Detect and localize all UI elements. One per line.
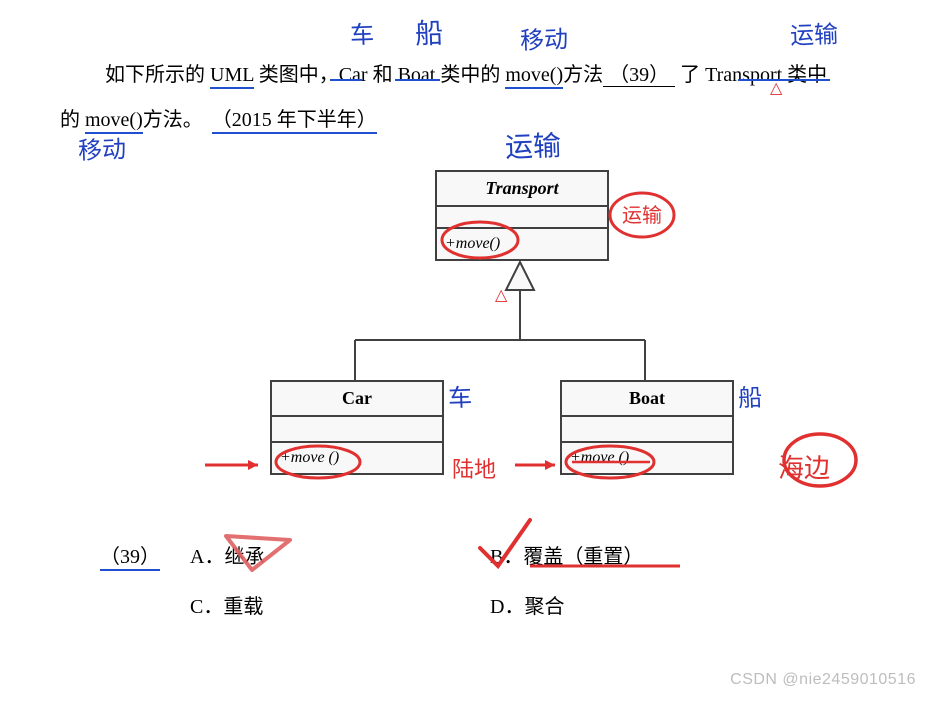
q-uml: UML — [210, 64, 254, 89]
option-b-text: B．覆盖（重置） — [490, 546, 643, 568]
option-qnum-text: （39） — [100, 546, 160, 571]
uml-car-box: Car +move () — [270, 380, 444, 475]
q-move1: move() — [505, 64, 563, 89]
uml-transport-method: +move() — [437, 229, 607, 259]
uml-boat-mid — [562, 417, 732, 443]
anno-move-zh: 移动 — [519, 19, 568, 56]
q-blank: （39） — [603, 64, 675, 87]
q-mid1: 类图中，Car 和 Boat 类中的 — [254, 64, 506, 86]
anno-boat-label: 船 — [737, 378, 762, 414]
q-mid3: 了 Transport 类中 — [675, 64, 827, 86]
anno-land: 陆地 — [452, 452, 496, 484]
uml-car-mid — [272, 417, 442, 443]
option-b: B．覆盖（重置） — [490, 540, 643, 569]
option-a: A．继承 — [190, 540, 264, 569]
uml-car-method: +move () — [272, 443, 442, 473]
anno-move-zh2: 移动 — [77, 129, 126, 166]
uml-transport-mid — [437, 207, 607, 229]
svg-text:运输: 运输 — [622, 204, 662, 227]
anno-boat-zh: 船 — [414, 12, 443, 53]
uml-transport-title: Transport — [437, 172, 607, 207]
uml-boat-title: Boat — [562, 382, 732, 417]
anno-transport-zh: 运输 — [789, 14, 838, 51]
q-prefix: 如下所示的 — [105, 64, 210, 86]
option-d: D．聚合 — [490, 590, 564, 619]
q-mid2: 方法 — [563, 64, 603, 86]
option-qnum: （39） — [100, 540, 160, 569]
anno-triangle-1: △ — [770, 78, 782, 98]
anno-car-label: 车 — [447, 378, 472, 414]
anno-car-zh: 车 — [349, 15, 374, 51]
uml-transport-box: Transport +move() — [435, 170, 609, 261]
q-l2-suffix: 方法。 — [143, 109, 203, 131]
q-l2-prefix: 的 — [60, 109, 85, 131]
option-c: C．重载 — [190, 590, 263, 619]
anno-triangle-2: △ — [495, 285, 507, 305]
uml-boat-method: +move () — [562, 443, 732, 473]
uml-car-title: Car — [272, 382, 442, 417]
q-year: （2015 年下半年） — [212, 109, 377, 134]
watermark: CSDN @nie2459010516 — [730, 671, 916, 689]
anno-transport-zh2: 运输 — [504, 124, 561, 166]
uml-boat-box: Boat +move () — [560, 380, 734, 475]
question-line-1: 如下所示的 UML 类图中，Car 和 Boat 类中的 move()方法（39… — [105, 55, 925, 95]
anno-sea: 海边 — [778, 448, 830, 485]
